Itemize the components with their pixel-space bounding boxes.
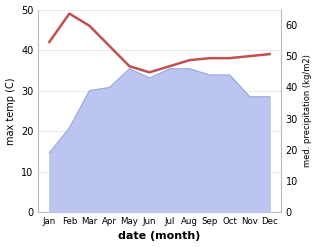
Y-axis label: max temp (C): max temp (C) — [5, 77, 16, 144]
X-axis label: date (month): date (month) — [118, 231, 201, 242]
Y-axis label: med. precipitation (kg/m2): med. precipitation (kg/m2) — [303, 54, 313, 167]
